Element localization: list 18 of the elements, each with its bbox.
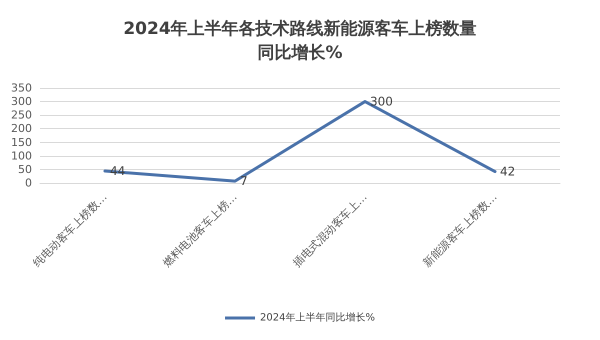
y-tick-label: 100	[11, 149, 32, 162]
y-tick-label: 300	[11, 95, 32, 108]
chart-title: 2024年上半年各技术路线新能源客车上榜数量同比增长%	[123, 19, 477, 63]
data-label: 44	[110, 164, 126, 178]
y-tick-label: 250	[11, 108, 32, 122]
y-tick-label: 200	[11, 122, 32, 136]
data-label: 7	[240, 174, 248, 188]
x-tick-label: 新能源客车上榜数…	[420, 190, 500, 270]
y-tick-label: 0	[25, 176, 32, 190]
y-tick-label: 50	[18, 162, 32, 176]
legend-label: 2024年上半年同比增长%	[260, 312, 375, 324]
data-label: 300	[370, 94, 393, 109]
x-tick-label: 插电式混动客车上…	[290, 190, 370, 270]
x-tick-label: 燃料电池客车上榜…	[160, 190, 240, 270]
y-tick-label: 350	[11, 82, 32, 94]
x-tick-label: 纯电动客车上榜数…	[30, 190, 110, 270]
y-tick-label: 150	[11, 136, 32, 149]
data-label: 42	[500, 164, 516, 179]
